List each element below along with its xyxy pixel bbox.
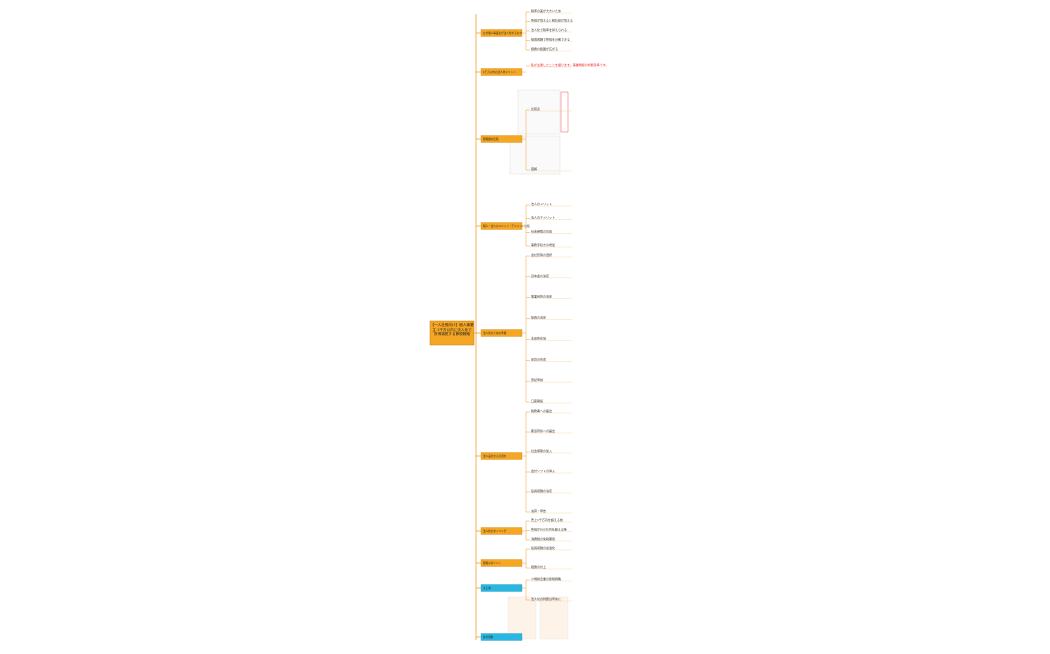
leaf-label: 税務署への届出 (531, 408, 552, 413)
branch-label: なぜ個人事業主が法人化するのか (483, 31, 522, 35)
branch-label: 法人化のための準備 (483, 331, 507, 335)
branch-label: 1千万以内の法人化メリット (483, 70, 516, 74)
leaf-label: 会社形態の選択 (531, 252, 552, 257)
central-node (429, 320, 475, 346)
branch-label: 法人化のタイミング (483, 529, 507, 533)
leaf-label: 役員の決定 (531, 315, 546, 320)
leaf-label: 法人のメリット (531, 201, 552, 206)
leaf-label: 資本金の決定 (531, 273, 549, 278)
leaf-label: 社会保険の加入 (531, 448, 552, 453)
highlight-box (560, 91, 569, 133)
leaf-label: 税率の差が大きいため (531, 8, 561, 13)
leaf-label: 比較表 (531, 106, 540, 111)
image-grid (507, 596, 569, 640)
leaf-label: 役員報酬の決定 (531, 488, 552, 493)
leaf-label: 小規模企業の節税戦略 (531, 576, 561, 581)
branch-node (480, 633, 523, 641)
branch-label: 節税額の比較 (483, 137, 499, 141)
leaf-label: 都道府県への届出 (531, 428, 555, 433)
leaf-label: 所得が800万円を超える時 (531, 527, 567, 532)
leaf-label: 経費の範囲が広がる (531, 46, 558, 51)
leaf-label: 口座開設 (531, 398, 543, 403)
leaf-label: 法人のデメリット (531, 215, 555, 220)
leaf-label: 役員報酬で所得を分散できる (531, 37, 570, 42)
branch-label: 法人設立からの流れ (483, 454, 507, 458)
leaf-label: 社会保険の負担 (531, 228, 552, 233)
branch-label: まとめ (483, 586, 491, 590)
leaf-label: 登記申請 (531, 377, 543, 382)
branch-label: 個人・法人のメリット・デメリット比較 (483, 224, 530, 228)
leaf-label: 売上1千万円を超える前 (531, 517, 563, 522)
leaf-label: 法人化で税率を抑えられる (531, 27, 567, 32)
leaf-label: 事務手続きの増加 (531, 242, 555, 247)
image (507, 596, 537, 640)
branch-label: 参考資料 (483, 635, 494, 639)
leaf-label: 会計ソフトの導入 (531, 468, 555, 473)
table-image (517, 89, 561, 135)
leaf-label: 私が主催したことを語ります。事業規模の判断基準です。 (531, 62, 608, 67)
leaf-label: 経費の計上 (531, 564, 546, 569)
image (539, 596, 569, 640)
leaf-label: 消費税の免税期間 (531, 536, 555, 541)
leaf-label: 所得が増えると税負担が増える (531, 18, 573, 23)
leaf-label: 役員報酬の最適化 (531, 545, 555, 550)
leaf-label: 定款の作成 (531, 356, 546, 361)
leaf-label: 事業目的の決定 (531, 294, 552, 299)
leaf-label: 法人化の判断は早めに (531, 596, 561, 601)
central-label: 【一人社長向け】個人事業主 1千万以内に法人化で 所得減税する節税戦略 (430, 323, 474, 337)
leaf-label: 図解 (531, 166, 537, 171)
leaf-label: 決算・申告 (531, 508, 546, 513)
leaf-label: 本店所在地 (531, 335, 546, 340)
branch-label: 節税のポイント (483, 561, 502, 565)
central-label-box: 【一人社長向け】個人事業主 1千万以内に法人化で 所得減税する節税戦略 (430, 323, 474, 337)
